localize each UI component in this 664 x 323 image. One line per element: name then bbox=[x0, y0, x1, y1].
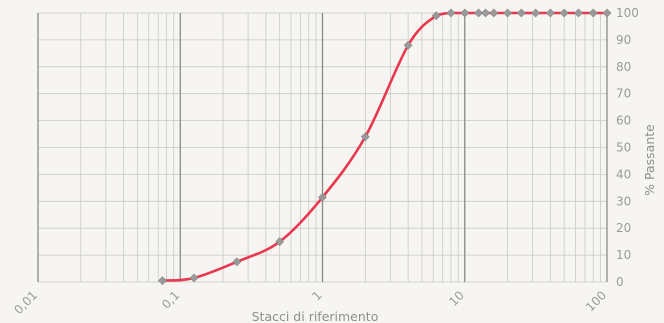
data-point bbox=[489, 8, 499, 18]
x-tick-label: 0,1 bbox=[159, 288, 182, 311]
grid-layer bbox=[37, 12, 608, 283]
y-tick-label: 0 bbox=[616, 275, 624, 289]
y-tick-label: 10 bbox=[616, 248, 631, 262]
x-axis-label: Stacci di riferimento bbox=[252, 309, 379, 323]
y-tick-label: 70 bbox=[616, 87, 631, 101]
y-tick-label: 30 bbox=[616, 194, 631, 208]
y-tick-label: 100 bbox=[616, 6, 639, 20]
data-point bbox=[403, 40, 413, 50]
data-point bbox=[232, 257, 242, 267]
x-tick-label: 10 bbox=[446, 288, 467, 309]
data-point bbox=[516, 8, 526, 18]
y-tick-label: 20 bbox=[616, 221, 631, 235]
data-point bbox=[574, 8, 583, 18]
data-point bbox=[531, 8, 541, 18]
marker-layer bbox=[158, 8, 612, 286]
data-point bbox=[460, 8, 470, 18]
y-tick-label: 90 bbox=[616, 33, 631, 47]
x-tick-label: 1 bbox=[309, 288, 324, 303]
y-tick-labels: 0 10 20 30 40 50 60 70 80 90 100 bbox=[616, 6, 639, 289]
y-axis-label: % Passante bbox=[642, 124, 657, 196]
x-tick-label: 100 bbox=[583, 288, 609, 314]
data-point bbox=[158, 276, 167, 286]
y-tick-label: 40 bbox=[616, 167, 631, 181]
data-point bbox=[474, 8, 483, 18]
data-point bbox=[481, 8, 490, 18]
x-tick-label: 0,01 bbox=[11, 288, 40, 317]
series-layer bbox=[161, 11, 609, 282]
data-point bbox=[588, 8, 598, 18]
data-point bbox=[503, 8, 512, 18]
data-point bbox=[545, 8, 555, 18]
data-point bbox=[189, 273, 199, 283]
data-point bbox=[275, 237, 285, 247]
y-tick-label: 60 bbox=[616, 114, 631, 128]
data-point bbox=[318, 192, 327, 202]
data-point bbox=[431, 11, 441, 21]
data-point bbox=[360, 132, 370, 142]
data-point bbox=[559, 8, 569, 18]
data-point bbox=[446, 8, 456, 18]
data-point bbox=[602, 8, 612, 18]
y-tick-label: 50 bbox=[616, 141, 631, 155]
series-line bbox=[161, 11, 609, 282]
y-tick-label: 80 bbox=[616, 60, 631, 74]
